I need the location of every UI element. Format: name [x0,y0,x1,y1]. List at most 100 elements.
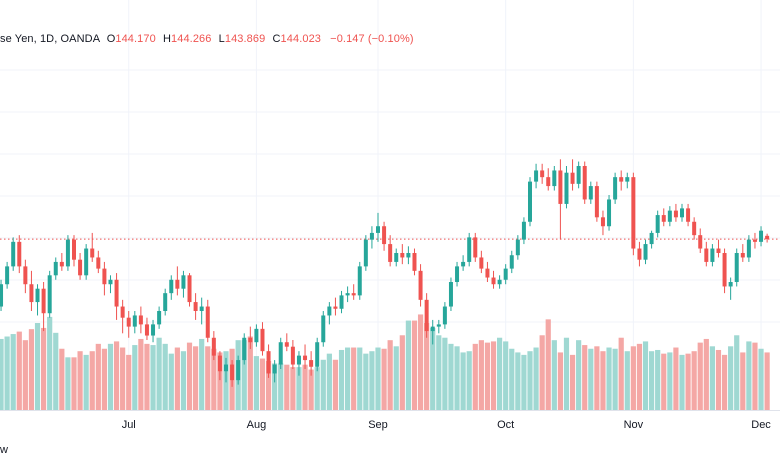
candle-body[interactable] [217,355,222,372]
candle-body[interactable] [236,360,241,381]
candle-body[interactable] [211,337,216,356]
candle-body[interactable] [406,253,411,258]
candle-body[interactable] [765,235,770,240]
candle-body[interactable] [722,253,727,287]
candle-body[interactable] [692,221,697,236]
candle-body[interactable] [716,248,721,253]
candle-body[interactable] [546,177,551,187]
candle-body[interactable] [187,275,192,303]
candle-body[interactable] [479,257,484,269]
candle-body[interactable] [65,239,70,267]
candle-body[interactable] [430,326,435,332]
candle-body[interactable] [631,177,636,249]
candle-body[interactable] [570,172,575,184]
candle-body[interactable] [491,277,496,285]
candle-body[interactable] [728,282,733,287]
candle-body[interactable] [351,293,356,296]
candle-body[interactable] [333,306,338,309]
candle-body[interactable] [607,199,612,227]
candle-body[interactable] [242,337,247,361]
candle-body[interactable] [588,186,593,200]
candle-body[interactable] [485,268,490,278]
candle-body[interactable] [321,315,326,343]
candle-body[interactable] [102,268,107,285]
candle-body[interactable] [558,170,563,204]
candle-body[interactable] [84,248,89,276]
candle-body[interactable] [686,208,691,222]
candle-body[interactable] [248,337,253,343]
candle-body[interactable] [752,239,757,242]
candle-body[interactable] [327,306,332,316]
candle-body[interactable] [734,253,739,282]
candle-body[interactable] [680,208,684,218]
candle-body[interactable] [600,217,605,227]
candle-body[interactable] [418,270,423,300]
candle-body[interactable] [315,342,320,367]
candle-body[interactable] [388,244,393,262]
candle-body[interactable] [655,215,660,233]
candle-body[interactable] [704,248,709,262]
candle-body[interactable] [157,311,162,325]
candle-body[interactable] [47,275,52,314]
candle-body[interactable] [181,275,186,289]
candle-body[interactable] [643,244,648,260]
candle-body[interactable] [357,266,362,296]
candle-body[interactable] [193,302,198,311]
candle-body[interactable] [497,279,502,285]
candle-body[interactable] [552,170,557,187]
candle-body[interactable] [175,279,180,289]
candle-body[interactable] [78,259,83,276]
candle-body[interactable] [11,241,16,267]
candle-body[interactable] [163,293,168,311]
candle-body[interactable] [582,166,587,200]
candle-body[interactable] [740,253,745,258]
candle-body[interactable] [278,342,283,365]
candle-body[interactable] [673,210,678,218]
candle-body[interactable] [266,351,271,374]
candle-body[interactable] [649,232,654,245]
candle-body[interactable] [625,177,630,182]
candle-body[interactable] [576,166,581,184]
candle-body[interactable] [199,306,204,311]
candle-body[interactable] [412,253,417,271]
candle-body[interactable] [467,237,472,262]
candle-body[interactable] [96,257,101,269]
candle-body[interactable] [272,364,277,374]
candle-body[interactable] [376,226,380,233]
candle-body[interactable] [72,239,76,260]
candle-body[interactable] [0,284,4,307]
candle-body[interactable] [424,299,429,332]
candle-body[interactable] [461,261,466,267]
candle-body[interactable] [29,284,34,303]
candle-body[interactable] [345,293,350,296]
candle-body[interactable] [503,268,508,280]
candle-body[interactable] [509,255,514,269]
candle-body[interactable] [5,266,10,285]
candle-body[interactable] [108,279,113,285]
candle-body[interactable] [224,364,228,372]
candle-body[interactable] [230,364,235,381]
candle-body[interactable] [698,235,703,249]
candle-body[interactable] [59,261,64,267]
candle-body[interactable] [363,239,368,267]
candle-body[interactable] [619,177,624,182]
candle-body[interactable] [144,324,149,336]
candle-body[interactable] [169,279,174,294]
candle-body[interactable] [17,241,22,267]
candle-body[interactable] [53,261,58,276]
candle-body[interactable] [126,317,131,327]
candle-body[interactable] [41,288,46,314]
candle-body[interactable] [515,239,520,256]
candle-body[interactable] [382,226,387,245]
candle-body[interactable] [254,328,259,343]
candle-body[interactable] [205,306,210,338]
candle-body[interactable] [528,181,532,222]
candle-body[interactable] [114,279,119,307]
candle-body[interactable] [35,288,40,303]
candle-body[interactable] [746,239,751,258]
candle-body[interactable] [260,328,265,352]
candle-body[interactable] [138,315,143,325]
candle-body[interactable] [473,237,478,258]
